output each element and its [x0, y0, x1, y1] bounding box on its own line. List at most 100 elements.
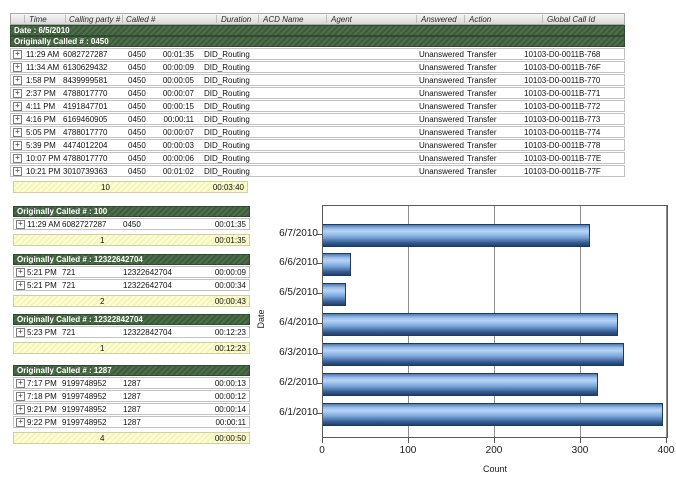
group-table-row: +11:29 AM 6082727287 0450 00:01:35 — [13, 218, 250, 230]
group-table-row: +9:21 PM 9199748952 1287 00:00:14 — [13, 403, 250, 415]
table-row: +1:58 PM 8439999581 0450 DID_Routing Unanswe… — [10, 74, 625, 86]
group-header-band: Originally Called # : 12322842704 — [13, 314, 250, 325]
cell-duration: 00:00:07 — [162, 128, 194, 137]
cell-duration: 00:00:09 — [162, 63, 194, 72]
expand-row-icon[interactable]: + — [16, 268, 25, 277]
cell-global-id: 10103-D0-0011B-770 — [524, 76, 601, 85]
cell-global-id: 10103-D0-0011B-77E — [524, 154, 602, 163]
cell-time: 9:21 PM — [27, 405, 57, 414]
cell-time: 5:05 PM — [26, 128, 56, 137]
cell-called: 1287 — [123, 392, 141, 401]
cell-called: 0450 — [123, 220, 141, 229]
column-separator — [24, 15, 25, 23]
column-separator — [416, 15, 417, 23]
cell-calling: 3010739363 — [63, 167, 108, 176]
table-row: +5:05 PM 4788017770 0450 DID_Routing Unanswe… — [10, 126, 625, 138]
expand-row-icon[interactable]: + — [13, 89, 22, 98]
expand-row-icon[interactable]: + — [16, 281, 25, 290]
call-detail-rows: +11:29 AM 6082727287 0450 DID_Routing Unansw… — [10, 48, 625, 178]
expand-row-icon[interactable]: + — [13, 50, 22, 59]
cell-called: 0450 — [128, 50, 146, 59]
chart-bar-6-4-2010 — [323, 313, 618, 336]
column-separator — [216, 15, 217, 23]
expand-row-icon[interactable]: + — [13, 102, 22, 111]
expand-row-icon[interactable]: + — [16, 220, 25, 229]
cell-action: Transfer — [467, 167, 497, 176]
cell-called: 0450 — [128, 167, 146, 176]
expand-row-icon[interactable]: + — [13, 141, 22, 150]
cell-time: 10:21 PM — [26, 167, 61, 176]
expand-row-icon[interactable]: + — [16, 418, 25, 427]
expand-row-icon[interactable]: + — [13, 128, 22, 137]
x-axis-tick — [408, 438, 409, 443]
cell-time: 9:22 PM — [27, 418, 57, 427]
expand-row-icon[interactable]: + — [13, 167, 22, 176]
x-axis-title: Count — [482, 464, 508, 474]
y-tick-label-6-5-2010: 6/5/2010 — [279, 287, 318, 298]
cell-global-id: 10103-D0-0011B-778 — [524, 141, 601, 150]
cell-calling: 6130629432 — [63, 63, 108, 72]
cell-duration: 00:00:34 — [214, 281, 246, 290]
cell-answered: Unanswered — [419, 76, 464, 85]
cell-calling: 8439999581 — [63, 76, 108, 85]
summary-duration: 00:03:40 — [212, 183, 244, 192]
cell-acd: DID_Routing — [204, 76, 250, 85]
cell-global-id: 10103-D0-0011B-768 — [524, 50, 601, 59]
cell-global-id: 10103-D0-0011B-772 — [524, 102, 601, 111]
group-header-band: Originally Called # : 12322642704 — [13, 254, 250, 265]
called-group-band: Originally Called # : 0450 — [10, 36, 625, 47]
group-table-row: +7:18 PM 9199748952 1287 00:00:12 — [13, 390, 250, 402]
expand-row-icon[interactable]: + — [13, 154, 22, 163]
cell-acd: DID_Routing — [204, 154, 250, 163]
cell-duration: 00:00:14 — [214, 405, 246, 414]
expand-row-icon[interactable]: + — [16, 328, 25, 337]
expand-row-icon[interactable]: + — [16, 405, 25, 414]
cell-duration: 00:00:06 — [162, 154, 194, 163]
expand-row-icon[interactable]: + — [13, 115, 22, 124]
cell-called: 0450 — [128, 128, 146, 137]
chart-bar-6-7-2010 — [323, 224, 590, 247]
cell-acd: DID_Routing — [204, 128, 250, 137]
summary-duration: 00:01:35 — [214, 236, 246, 245]
expand-row-icon[interactable]: + — [13, 76, 22, 85]
y-axis-tick — [317, 353, 322, 354]
cell-duration: 00:00:09 — [214, 268, 246, 277]
cell-action: Transfer — [467, 50, 497, 59]
cell-action: Transfer — [467, 89, 497, 98]
cell-called: 12322642704 — [123, 268, 172, 277]
y-axis-tick — [317, 323, 322, 324]
table-row: +4:11 PM 4191847701 0450 DID_Routing Unanswe… — [10, 100, 625, 112]
cell-time: 4:11 PM — [26, 102, 56, 111]
cell-action: Transfer — [467, 76, 497, 85]
cell-time: 7:18 PM — [27, 392, 57, 401]
cell-calling: 6082727287 — [62, 220, 107, 229]
cell-called: 0450 — [128, 115, 146, 124]
cell-action: Transfer — [467, 63, 497, 72]
cell-global-id: 10103-D0-0011B-774 — [524, 128, 601, 137]
column-header-calling-party: Calling party # — [69, 15, 121, 24]
cell-time: 4:16 PM — [26, 115, 56, 124]
expand-row-icon[interactable]: + — [16, 379, 25, 388]
cell-calling: 4788017770 — [63, 128, 108, 137]
group-summary-row: 10 00:03:40 — [13, 181, 248, 193]
x-axis-tick — [666, 438, 667, 443]
y-axis-title: Date — [256, 309, 266, 329]
cell-duration: 00:00:11 — [163, 115, 194, 124]
cell-calling: 4788017770 — [63, 89, 108, 98]
cell-action: Transfer — [467, 128, 497, 137]
cell-answered: Unanswered — [419, 115, 464, 124]
column-header-time: Time — [29, 15, 47, 24]
expand-row-icon[interactable]: + — [16, 392, 25, 401]
cell-calling: 6169460905 — [63, 115, 108, 124]
cell-acd: DID_Routing — [204, 167, 250, 176]
column-header-answered: Answered — [421, 15, 457, 24]
cell-called: 0450 — [128, 141, 146, 150]
expand-row-icon[interactable]: + — [13, 63, 22, 72]
group-header-band: Originally Called # : 1287 — [13, 365, 250, 376]
cell-duration: 00:00:03 — [162, 141, 194, 150]
cell-calling: 721 — [62, 328, 76, 337]
group-table-row: +9:22 PM 9199748952 1287 00:00:11 — [13, 416, 250, 428]
cell-time: 11:29 AM — [27, 220, 61, 229]
cell-calling: 4474012204 — [63, 141, 108, 150]
